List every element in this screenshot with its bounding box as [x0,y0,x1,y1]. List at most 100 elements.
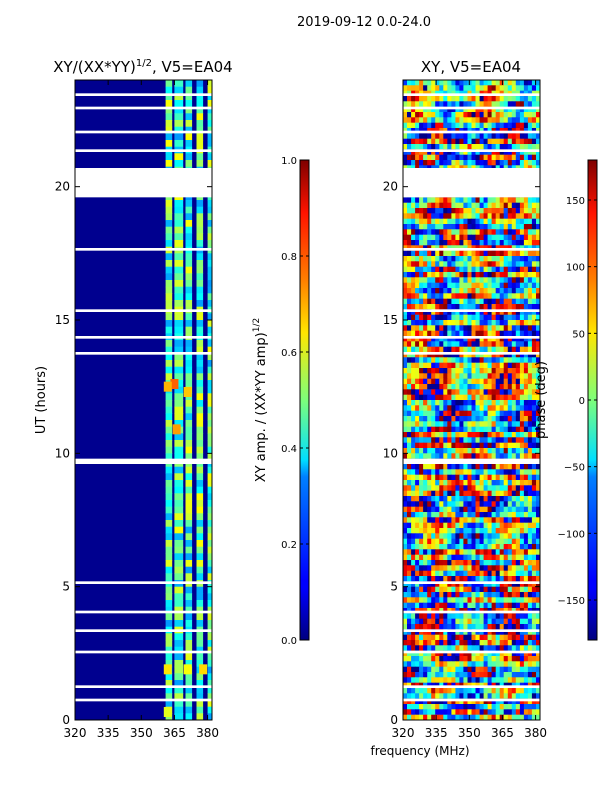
phase-cell [451,309,456,316]
phase-cell [459,202,464,209]
phase-cell [463,197,468,204]
band-cell [207,160,212,168]
phase-cell [507,624,513,630]
phase-cell [439,122,444,129]
phase-cell [411,282,416,289]
phase-cell [407,474,412,481]
phase-cell [487,197,493,204]
phase-cell [423,373,428,380]
phase-cell [527,341,533,348]
phase-cell [427,581,432,588]
phase-cell [503,570,509,577]
phase-cell [419,330,424,337]
phase-cell [427,218,432,225]
x-tick-label: 380 [524,726,547,740]
phase-cell [523,544,529,550]
phase-cell [407,341,412,348]
phase-cell [431,341,436,348]
band-cell [174,453,184,461]
phase-cell [439,213,444,220]
band-cell [174,480,184,488]
phase-cell [515,277,521,284]
phase-cell [439,416,444,422]
phase-cell [415,352,420,358]
phase-cell [523,149,529,156]
phase-cell [503,218,509,225]
phase-cell [463,122,468,129]
phase-cell [475,213,480,220]
phase-cell [451,85,456,92]
phase-cell [407,640,412,646]
phase-cell [495,501,501,508]
phase-cell [503,432,509,438]
phase-cell [471,485,476,492]
phase-cell [439,570,444,577]
phase-cell [467,112,472,118]
phase-cell [443,341,448,348]
phase-cell [479,144,485,150]
band-cell [174,446,184,454]
band-cell [174,433,184,441]
phase-cell [519,645,525,652]
phase-cell [479,330,485,337]
phase-cell [411,229,416,236]
gap-stripe [403,610,540,614]
phase-cell [475,597,480,604]
phase-cell [423,133,428,140]
phase-cell [523,714,529,720]
phase-cell [487,122,493,129]
phase-cell [495,698,501,705]
phase-cell [403,368,408,374]
phase-cell [515,597,521,604]
band-cell [185,120,193,128]
phase-cell [431,634,436,641]
phase-cell [519,549,525,556]
phase-cell [519,656,525,662]
phase-cell [463,469,468,476]
phase-cell [439,261,444,268]
phase-cell [423,416,428,422]
phase-cell [499,421,505,428]
band-cell [174,293,184,301]
phase-cell [459,501,464,508]
band-cell [196,140,204,148]
phase-cell [435,469,440,476]
phase-cell [451,624,456,630]
phase-cell [455,650,460,657]
phase-cell [427,405,432,412]
phase-cell [536,320,540,326]
phase-cell [491,240,497,246]
phase-cell [467,288,472,294]
phase-cell [419,688,424,694]
phase-cell [499,624,505,630]
phase-cell [411,656,416,662]
phase-cell [419,565,424,572]
band-cell [185,553,193,561]
band-cell [207,100,212,108]
phase-cell [519,576,525,582]
phase-cell [439,693,444,700]
phase-cell [455,554,460,561]
phase-cell [459,533,464,540]
phase-cell [403,314,408,321]
phase-cell [471,197,476,204]
phase-cell [475,576,480,582]
phase-cell [487,224,493,230]
phase-cell [467,154,472,161]
x-tick-label: 365 [163,726,186,740]
phase-cell [487,501,493,508]
phase-cell [431,474,436,481]
phase-cell [507,522,513,529]
phase-cell [443,266,448,273]
phase-cell [407,490,412,497]
y-tick-label: 5 [390,580,398,594]
phase-cell [479,565,485,572]
phase-cell [459,277,464,284]
phase-cell [515,629,521,636]
phase-cell [515,453,521,460]
phase-cell [511,629,517,636]
phase-cell [463,533,468,540]
phase-cell [455,144,460,150]
phase-cell [439,154,444,161]
phase-cell [527,149,533,156]
